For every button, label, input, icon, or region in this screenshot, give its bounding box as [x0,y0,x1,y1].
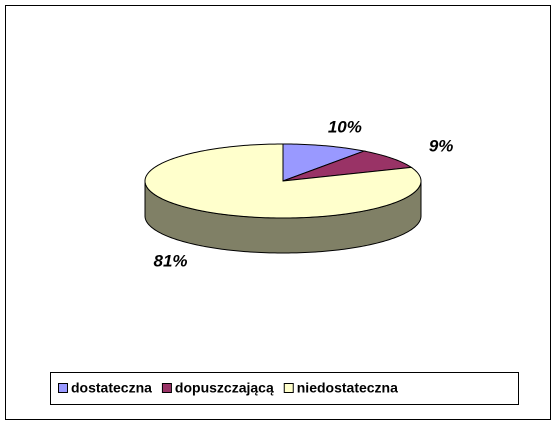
pie-slice [144,143,422,219]
pie-slice [282,150,413,182]
data-label: 10% [328,118,362,137]
legend-swatch [161,383,172,393]
legend-label: niedostateczna [297,380,398,396]
legend-swatch [283,383,294,393]
legend-label: dopuszczającą [175,380,274,396]
legend-swatch [58,383,68,393]
legend-label: dostateczna [71,380,152,396]
data-label: 81% [154,251,188,270]
data-label: 9% [429,136,454,155]
pie-slice [282,143,366,182]
